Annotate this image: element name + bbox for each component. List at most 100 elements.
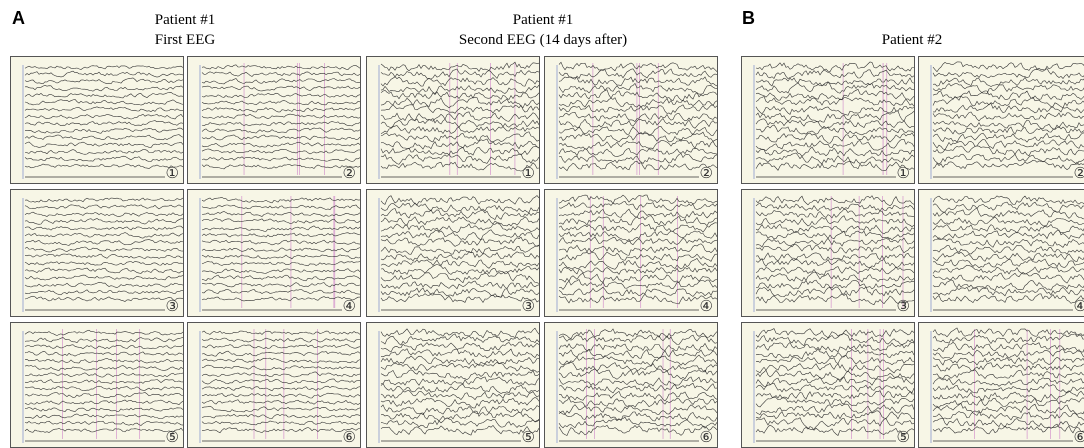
eeg-channel [24,106,183,113]
eeg-channel [755,223,914,235]
eeg-channel [932,397,1084,408]
eeg-panel: ⑤ [366,322,540,448]
eeg-trace [199,196,360,312]
eeg-channel [558,410,717,422]
eeg-channel [755,132,914,144]
eeg-channel [755,362,914,374]
eeg-channel [558,236,717,246]
eeg-channel [755,152,914,165]
eeg-channel [558,148,717,157]
eeg-channel [201,254,360,260]
eeg-channel [380,153,539,165]
panel-number: ② [342,164,356,182]
eeg-channel [558,131,717,143]
eeg-channel [201,392,360,399]
panel-number: ⑥ [699,428,713,446]
eeg-channel [558,293,717,305]
eeg-channel [932,383,1084,394]
panel-number: ③ [521,297,535,315]
eeg-channel [380,287,539,298]
eeg-channel [24,120,183,127]
eeg-channel [755,382,914,394]
eeg-channel [558,194,717,205]
eeg-panel: ① [366,56,540,184]
eeg-channel [932,333,1084,345]
eeg-channel [24,379,183,385]
eeg-channel [201,337,360,343]
eeg-channel [558,361,717,373]
eeg-channel [558,354,717,367]
eeg-channel [755,271,914,283]
eeg-channel [932,264,1084,275]
eeg-channel [755,88,914,102]
eeg-channel [755,258,914,269]
eeg-channel [380,96,539,109]
eeg-panel: ⑤ [741,322,915,448]
eeg-channel [201,78,360,85]
eeg-channel [24,211,183,217]
panel-number: ⑥ [1074,428,1084,446]
eeg-channel [380,327,539,339]
eeg-channel [201,141,360,148]
eeg-channel [24,385,183,392]
eeg-channel [24,364,183,371]
eeg-channel [558,404,717,415]
eeg-channel [558,126,717,136]
eeg-channel [932,145,1084,157]
eeg-channel [24,155,183,162]
eeg-channel [24,253,183,259]
eeg-channel [558,390,717,402]
eeg-channel [558,111,717,123]
eeg-channel [201,218,360,224]
eeg-channel [932,390,1084,403]
eeg-channel [932,410,1084,421]
eeg-channel [201,121,360,127]
eeg-channel [380,264,539,275]
eeg-channel [755,403,914,415]
eeg-channel [558,382,717,394]
eeg-channel [558,118,717,129]
eeg-channel [24,399,183,405]
eeg-channel [755,215,914,227]
heading-line: Patient #1 [512,12,574,28]
panel-number: ⑥ [342,428,356,446]
eeg-channel [24,344,183,349]
eeg-channel [380,410,539,423]
eeg-channel [932,153,1084,165]
eeg-channel [24,204,183,210]
eeg-channel [201,92,360,98]
eeg-channel [380,383,539,394]
eeg-channel [558,222,717,233]
eeg-channel [558,139,717,150]
eeg-trace [378,195,539,312]
panel-number: ③ [165,297,179,315]
eeg-panel: ② [918,56,1084,184]
eeg-channel [201,260,360,267]
eeg-trace [22,329,183,443]
eeg-channel [24,65,183,70]
eeg-channel [932,95,1084,109]
eeg-channel [932,369,1084,380]
eeg-channel [380,111,539,122]
eeg-channel [201,274,360,282]
eeg-channel [755,208,914,219]
eeg-channel [755,333,914,347]
eeg-channel [380,118,539,129]
eeg-channel [201,127,360,134]
eeg-channel [755,252,914,262]
eeg-channel [755,202,914,212]
eeg-channel [24,239,183,246]
eeg-channel [24,351,183,357]
eeg-channel [558,257,717,270]
eeg-channel [933,103,1084,114]
eeg-channel [24,197,183,203]
panel-label: A [12,8,25,28]
eeg-channel [24,281,183,288]
eeg-channel [380,424,539,436]
panel-number: ④ [342,297,356,315]
eeg-channel [24,427,183,433]
eeg-channel [380,341,539,353]
eeg-channel [755,417,914,430]
eeg-channel [932,138,1084,151]
